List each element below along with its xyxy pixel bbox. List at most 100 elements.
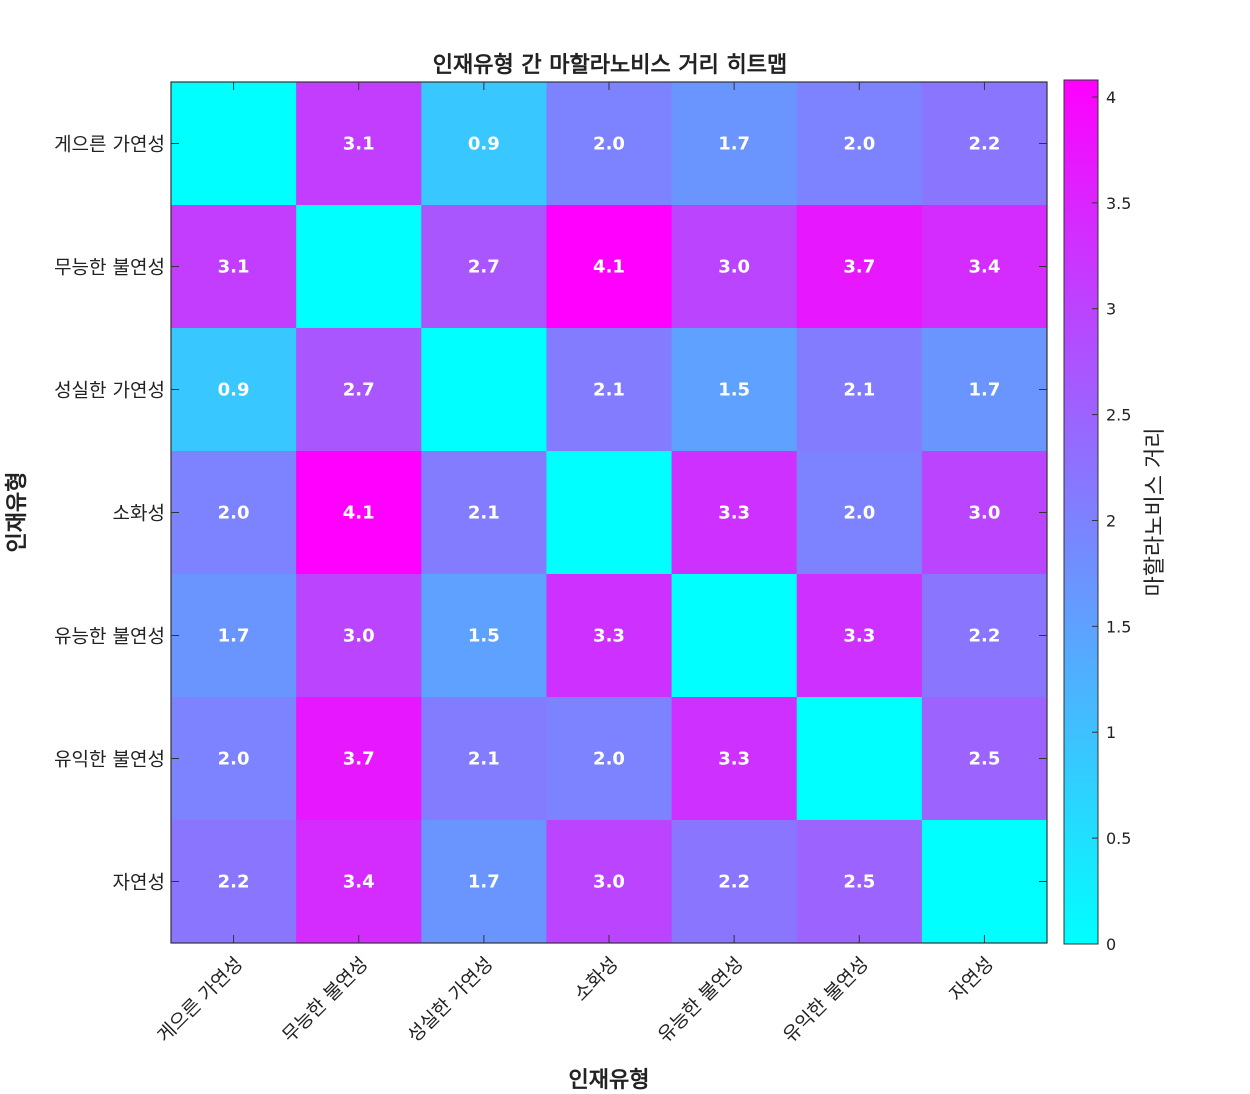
heatmap-cell: [171, 82, 297, 206]
y-tick-label: 성실한 가연성: [54, 380, 165, 402]
cell-value-label: 0.9: [468, 134, 500, 155]
heatmap-cell: [296, 697, 422, 821]
cell-value-label: 2.1: [468, 503, 500, 524]
heatmap-cell: [671, 205, 798, 329]
heatmap-cell: [421, 574, 547, 698]
colorbar-tick-label: 2.5: [1106, 406, 1131, 425]
heatmap-cell: [921, 697, 1048, 821]
colorbar-tick-label: 1.5: [1106, 617, 1131, 636]
heatmap-cells: [171, 82, 1048, 944]
cell-value-label: 1.5: [468, 626, 500, 647]
colorbar-tick-label: 3.5: [1106, 194, 1131, 213]
colorbar-tick-label: 0.5: [1106, 829, 1131, 848]
heatmap-cell: [546, 697, 673, 821]
heatmap-cell: [796, 205, 923, 329]
heatmap-cell: [671, 328, 798, 452]
heatmap-cell: [296, 820, 422, 944]
heatmap-cell-labels: 3.1 0.9 2.0 1.7 2.0 2.2 3.1 2.7 4.1 3.0 3.7 3.4 0.9 2…: [218, 134, 1001, 893]
axis-ticks: [171, 82, 1047, 943]
cell-value-label: 3.7: [843, 257, 875, 278]
x-tick-label: 무능한 불연성: [278, 953, 372, 1047]
cell-value-label: 0.9: [218, 380, 250, 401]
colorbar-label: 마할라노비스 거리: [1143, 428, 1168, 597]
cell-value-label: 4.1: [593, 257, 625, 278]
cell-value-label: 4.1: [343, 503, 375, 524]
heatmap-cell: [171, 574, 297, 698]
cell-value-label: 2.1: [468, 749, 500, 770]
cell-value-label: 2.5: [843, 872, 875, 893]
heatmap-cell: [421, 328, 547, 452]
heatmap-cell: [421, 451, 547, 575]
cell-value-label: 3.1: [343, 134, 375, 155]
cell-value-label: 2.0: [593, 749, 625, 770]
heatmap-cell: [796, 574, 923, 698]
heatmap-cell: [296, 82, 422, 206]
heatmap-cell: [921, 205, 1048, 329]
cell-value-label: 3.3: [843, 626, 875, 647]
heatmap-cell: [296, 451, 422, 575]
cell-value-label: 2.0: [593, 134, 625, 155]
heatmap-cell: [671, 82, 798, 206]
cell-value-label: 1.7: [218, 626, 250, 647]
x-tick-label: 성실한 가연성: [403, 953, 497, 1047]
cell-value-label: 3.0: [343, 626, 375, 647]
colorbar-tick-label: 3: [1106, 300, 1116, 319]
heatmap-cell: [171, 451, 297, 575]
cell-value-label: 2.2: [968, 626, 1000, 647]
cell-value-label: 2.2: [218, 872, 250, 893]
heatmap-cell: [171, 328, 297, 452]
cell-value-label: 2.0: [218, 749, 250, 770]
colorbar-tick-label: 0: [1106, 935, 1116, 954]
cell-value-label: 3.0: [593, 872, 625, 893]
x-tick-labels: 게으른 가연성 무능한 불연성 성실한 가연성 소화성 유능한 불연성 유익한 불연성 자연…: [153, 953, 998, 1047]
colorbar-tick-label: 4: [1106, 88, 1116, 107]
heatmap-cell: [921, 574, 1048, 698]
y-tick-label: 무능한 불연성: [54, 257, 165, 279]
colorbar: [1063, 79, 1099, 945]
heatmap-cell: [671, 451, 798, 575]
heatmap-cell: [671, 574, 798, 698]
cell-value-label: 2.1: [843, 380, 875, 401]
cell-value-label: 2.0: [218, 503, 250, 524]
heatmap-cell: [546, 574, 673, 698]
heatmap-cell: [921, 820, 1048, 944]
heatmap-cell: [921, 328, 1048, 452]
cell-value-label: 2.5: [968, 749, 1000, 770]
cell-value-label: 3.3: [718, 503, 750, 524]
heatmap-cell: [921, 451, 1048, 575]
x-tick-label: 유능한 불연성: [654, 953, 748, 1047]
heatmap-cell: [546, 820, 673, 944]
y-tick-label: 게으른 가연성: [54, 134, 165, 156]
x-axis-label: 인재유형: [569, 1068, 650, 1093]
cell-value-label: 1.5: [718, 380, 750, 401]
cell-value-label: 3.0: [718, 257, 750, 278]
x-tick-label: 게으른 가연성: [153, 953, 247, 1047]
cell-value-label: 3.4: [343, 872, 375, 893]
cell-value-label: 3.4: [968, 257, 1000, 278]
heatmap-cell: [546, 328, 673, 452]
heatmap-cell: [296, 205, 422, 329]
y-tick-label: 유익한 불연성: [54, 749, 165, 771]
heatmap-cell: [796, 82, 923, 206]
colorbar-tick-label: 1: [1106, 723, 1116, 742]
heatmap-cell: [796, 328, 923, 452]
heatmap-cell: [296, 574, 422, 698]
heatmap-cell: [671, 697, 798, 821]
x-tick-label: 자연성: [945, 953, 998, 1006]
heatmap-cell: [671, 820, 798, 944]
colorbar-tick-label: 2: [1106, 511, 1116, 530]
y-tick-label: 자연성: [113, 872, 165, 894]
heatmap-cell: [171, 820, 297, 944]
heatmap-cell: [421, 82, 547, 206]
heatmap-cell: [546, 82, 673, 206]
cell-value-label: 3.0: [968, 503, 1000, 524]
y-tick-label: 유능한 불연성: [54, 626, 165, 648]
heatmap-cell: [796, 451, 923, 575]
heatmap-cell: [796, 697, 923, 821]
heatmap-cell: [546, 205, 673, 329]
x-tick-label: 유익한 불연성: [779, 953, 873, 1047]
cell-value-label: 2.7: [468, 257, 500, 278]
colorbar-ticks: 0 0.5 1 1.5 2 2.5 3 3.5 4: [1092, 88, 1131, 954]
